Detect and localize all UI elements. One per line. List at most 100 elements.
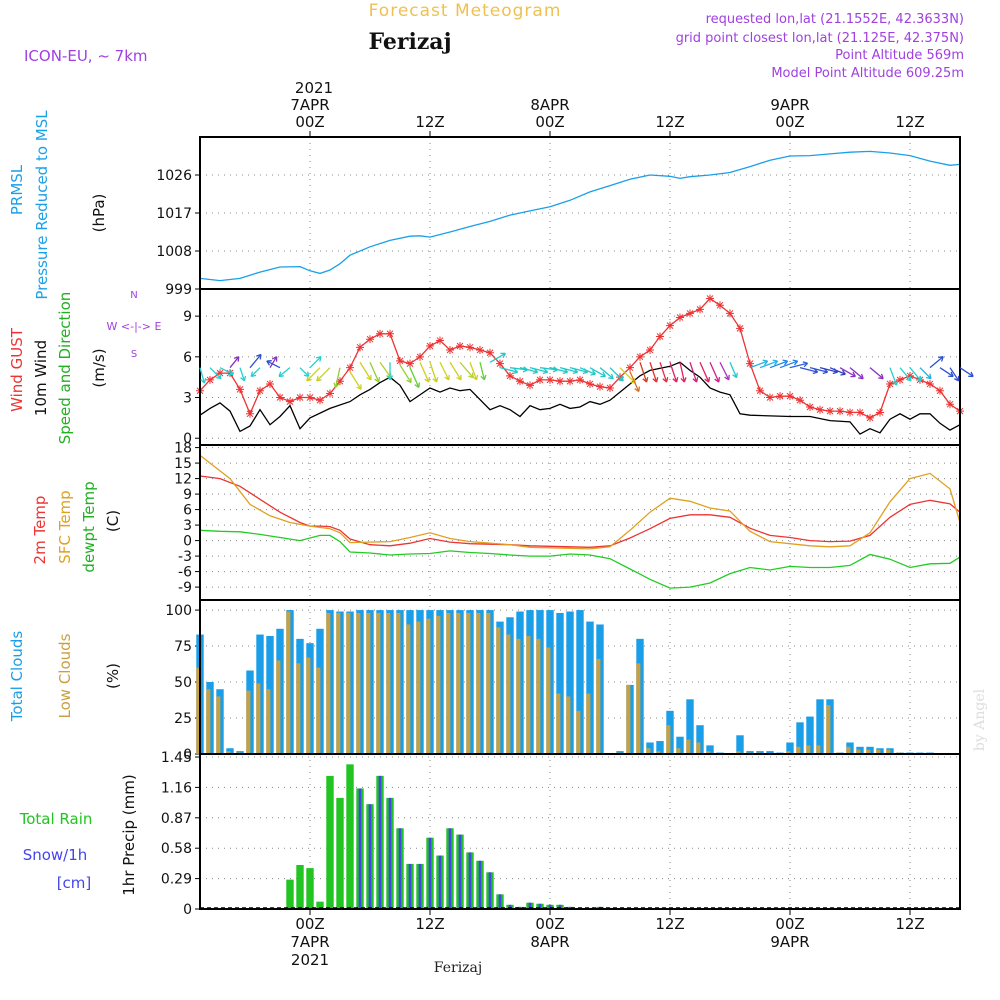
rain-bar: [336, 797, 344, 909]
low-cloud-bar: [406, 624, 411, 754]
wind-arrow: [559, 367, 578, 373]
time-label-bottom: 00Z: [535, 915, 564, 933]
snow-bar: [558, 904, 562, 909]
time-label-top: 12Z: [415, 113, 444, 131]
wind-arrowhead: [724, 374, 730, 381]
wind-arrow: [209, 367, 222, 380]
compass-we: W <-|-> E: [107, 320, 162, 333]
wind-arrow: [769, 360, 788, 369]
snow-bar: [388, 797, 392, 909]
rain-bar: [296, 864, 304, 909]
low-cloud-bar: [456, 612, 461, 754]
wind-arrow: [549, 367, 568, 373]
date-label-bottom: 9APR: [770, 933, 809, 951]
low-cloud-bar: [506, 634, 511, 754]
side-labels: PRMSL Pressure Reduced to MSL (hPa) Wind GU…: [8, 110, 161, 896]
wind-arrow: [269, 356, 278, 369]
low-cloud-bar: [336, 612, 341, 754]
wind-arrowhead: [512, 368, 519, 375]
snow-bar: [448, 828, 452, 909]
wind-arrow: [619, 367, 636, 384]
gust-marker: [866, 413, 874, 422]
total-cloud-bar: [736, 735, 744, 754]
gust-marker: [666, 321, 674, 330]
gust-marker: [656, 332, 664, 341]
wind-arrow: [219, 367, 234, 375]
total-cloud-bar: [656, 741, 664, 754]
low-cloud-bar: [216, 696, 221, 754]
time-label-bottom: 12Z: [655, 915, 684, 933]
low-cloud-bar: [866, 749, 871, 754]
gust-marker: [416, 352, 424, 361]
wind-arrow: [659, 362, 668, 383]
gust-marker: [926, 379, 934, 388]
wind-arrowhead: [250, 371, 257, 378]
grid-point-coords: grid point closest lon,lat (21.125E, 42.…: [676, 31, 964, 46]
gust-marker: [756, 386, 764, 395]
wind-arrowhead: [772, 359, 779, 366]
time-label-bottom: 00Z: [295, 915, 324, 933]
date-label-top: 8APR: [530, 96, 569, 114]
wind-arrow: [449, 361, 462, 381]
wind-arrow: [399, 364, 412, 383]
gust-marker: [516, 377, 524, 386]
gust-marker: [726, 309, 734, 318]
wind-arrow: [909, 367, 922, 382]
wind-arrow: [479, 362, 486, 381]
y-tick-label: 1026: [156, 168, 192, 184]
wind-arrowhead: [916, 375, 922, 382]
gust-marker: [476, 346, 484, 355]
gust-marker: [386, 329, 394, 338]
gust-marker: [466, 343, 474, 352]
wind-arrow: [306, 367, 321, 382]
total-cloud-bar: [786, 742, 794, 754]
gust-marker: [606, 384, 614, 393]
low-cloud-bar: [816, 745, 821, 754]
low-cloud-bar: [426, 618, 431, 754]
gust-marker: [626, 363, 634, 372]
wind-arrow: [409, 367, 420, 388]
legend-snow-unit: [cm]: [57, 874, 92, 892]
snow-bar: [368, 804, 372, 909]
low-cloud-bar: [826, 705, 831, 754]
wind-arrowhead: [692, 377, 699, 383]
wind-arrow: [669, 362, 678, 383]
wind-arrow: [899, 367, 912, 382]
wind-arrowhead: [456, 374, 462, 381]
point-altitude: Point Altitude 569m: [835, 48, 964, 63]
wind-arrow: [499, 367, 518, 373]
low-cloud-bar: [536, 638, 541, 754]
low-cloud-bar: [376, 612, 381, 754]
model-label: ICON-EU, ~ 7km: [24, 47, 148, 65]
low-cloud-bar: [556, 693, 561, 754]
wind-arrowhead: [306, 375, 312, 382]
gust-marker: [536, 375, 544, 384]
gust-marker: [376, 329, 384, 338]
legend-total-rain: Total Rain: [19, 810, 93, 828]
y-tick-label: 6: [183, 503, 192, 519]
y-tick-label: 6: [183, 350, 192, 366]
wind-arrow: [849, 367, 864, 380]
gust-marker: [786, 392, 794, 401]
snow-bar: [458, 834, 462, 909]
total-cloud-bar: [806, 716, 814, 754]
low-cloud-bar: [326, 612, 331, 754]
low-cloud-bar: [666, 725, 671, 754]
wind-arrow: [959, 367, 974, 378]
wind-arrowhead: [925, 373, 932, 380]
wind-arrowhead: [878, 373, 884, 380]
precip-label: 1hr Precip (mm): [120, 774, 138, 895]
total-cloud-bar: [766, 751, 774, 754]
low-cloud-bar: [576, 710, 581, 754]
gust-marker: [936, 386, 944, 395]
snow-bar: [478, 860, 482, 909]
y-tick-label: 9: [183, 309, 192, 325]
wind-arrow: [469, 362, 478, 381]
time-label-top: 00Z: [535, 113, 564, 131]
wind-arrowhead: [634, 386, 641, 393]
gust-marker: [396, 356, 404, 365]
pressure-unit: (hPa): [90, 194, 108, 233]
wind-arrow: [829, 367, 846, 375]
low-cloud-bar: [296, 663, 301, 754]
wind-arrow: [809, 367, 828, 373]
